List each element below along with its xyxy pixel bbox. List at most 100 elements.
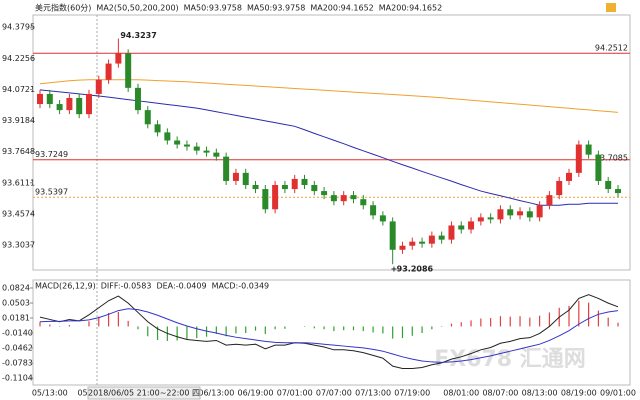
candle-body [56,104,63,111]
candle-body [281,185,288,190]
candle-body [458,225,465,230]
candle-body [389,221,396,250]
candle-body [183,144,190,147]
candle-body [115,53,122,64]
candle-body [566,172,573,181]
low-marker: + [391,265,398,274]
candle-body [399,245,406,250]
legend-text: DEA:-0.0409 [156,282,206,291]
candle-body [272,185,279,210]
candle-body [409,241,416,246]
candle-body [477,217,484,222]
candle-body [370,205,377,216]
y-tick-label: -0.0783 [2,359,33,368]
legend-text: MA50:93.9758 [247,4,305,13]
candle-body [419,241,426,244]
series-line [39,294,619,369]
candle-body [585,144,592,155]
toolbar-icon[interactable] [606,3,616,12]
x-tick-label: 08/07:00 [482,389,518,398]
level-label: 93.7085 [595,154,628,163]
legend-text: 美元指数(60分) [35,3,91,13]
x-tick-label: 07/13:00 [355,389,391,398]
series-line [39,308,619,363]
candle-body [252,185,259,190]
y-tick-label: -0.1104 [2,373,33,382]
y-tick-label: 0.0824 [2,283,30,292]
candle-body [615,189,621,194]
y-tick-label: 94.2256 [2,54,35,63]
candle-body [134,87,141,111]
candle-body [154,124,161,133]
y-tick-label: 93.9184 [2,116,35,125]
candle-body [291,178,298,190]
candle-body [164,132,171,141]
legend-text: MA200:94.1652 [310,4,373,13]
x-tick-label: 08/01:00 [443,389,479,398]
candle-body [242,172,249,185]
legend-text: MACD:-0.0349 [212,282,270,291]
candle-body [448,225,455,240]
candle-body [536,205,543,218]
level-label: 94.2512 [595,44,628,53]
y-tick-label: -0.0140 [2,328,33,337]
candle-body [193,146,200,151]
candle-body [497,209,504,220]
high-label: 94.3237 [120,31,156,40]
x-tick-label: 06/13:00 [198,389,234,398]
y-tick-label: 93.4574 [2,209,35,218]
legend-text: MACD(26,12,9) [35,282,96,291]
x-tick-label: 07/07:00 [316,389,352,398]
candle-body [125,53,132,88]
candle-body [428,235,435,244]
candle-body [85,93,92,115]
crosshair-label: 2018/06/05 21:00~22:00 四 [88,389,200,398]
legend-text: MA2(50,50,200,200) [96,4,178,13]
x-tick-label: 09/01:00 [600,389,636,398]
legend-text: MA200:94.1652 [379,4,442,13]
y-tick-label: 0.0503 [2,298,30,307]
level-label: 93.5397 [35,188,68,197]
level-label: 93.7249 [35,150,68,159]
candle-body [46,93,53,105]
candle-body [232,172,239,181]
legend-text: MA50:93.9758 [184,4,242,13]
x-tick-label: 06/19:00 [238,389,274,398]
x-tick-label: 07/19:00 [394,389,430,398]
candle-body [360,199,367,206]
candle-body [144,110,151,125]
candle-body [311,185,318,192]
candle-body [595,154,602,181]
candle-body [223,156,230,181]
y-tick-label: 93.6111 [2,178,35,187]
candle-body [379,215,386,222]
candle-body [487,217,494,220]
candle-body [438,235,445,240]
candle-body [213,152,220,157]
candle-body [95,79,102,94]
candle-body [66,97,73,111]
candle-body [301,178,308,185]
series-line [39,79,619,113]
x-tick-label: 08/13:00 [522,389,558,398]
price-frame [32,14,631,271]
x-tick-label: 07/01:00 [277,389,313,398]
candle-body [76,97,83,115]
candle-body [605,180,612,190]
candle-body [330,195,337,202]
x-tick-label: 05/13:00 [32,389,68,398]
candle-body [517,211,524,216]
candle-body [556,180,563,196]
candle-body [321,191,328,196]
candle-body [340,195,347,202]
y-tick-label: -0.0462 [2,344,33,353]
candle-body [468,221,475,230]
y-tick-label: 94.3795 [2,23,35,32]
x-tick-label: 08/19:00 [561,389,597,398]
candle-body [105,63,112,80]
candle-body [575,144,582,173]
candle-body [546,195,553,206]
